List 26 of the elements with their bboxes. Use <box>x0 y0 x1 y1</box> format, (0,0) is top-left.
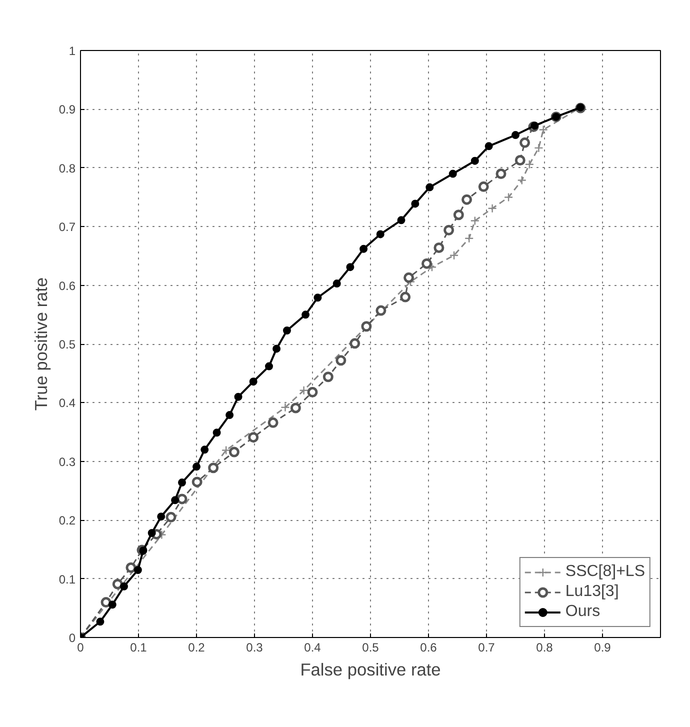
y-tick-label: 0.6 <box>58 278 76 293</box>
x-tick-label: 0.6 <box>420 640 438 654</box>
x-tick-label: 0.1 <box>130 640 148 654</box>
x-tick-label: 0.3 <box>246 640 264 654</box>
y-tick-label: 0.7 <box>58 220 76 234</box>
y-tick-label: 0.8 <box>58 161 76 176</box>
y-tick-label: 0.1 <box>58 572 76 586</box>
x-tick-label: 0.7 <box>478 640 496 654</box>
x-tick-label: 0.2 <box>188 640 206 654</box>
legend-label: Lu13[3] <box>565 583 619 601</box>
y-axis-title: True positive rate <box>30 277 51 411</box>
legend-label: Ours <box>565 603 600 621</box>
y-tick-label: 0 <box>68 631 76 645</box>
y-tick-label: 0.9 <box>58 102 76 117</box>
y-tick-label: 0.4 <box>58 396 76 410</box>
y-tick-label: 0.3 <box>58 454 76 469</box>
y-tick-label: 1 <box>68 44 76 58</box>
y-tick-label: 0.5 <box>58 338 76 352</box>
x-tick-label: 0.8 <box>536 640 554 654</box>
x-tick-label: 0.4 <box>304 640 322 654</box>
legend-label: SSC[8]+LS <box>565 563 645 581</box>
y-tick-label: 0.2 <box>58 514 76 528</box>
x-tick-label: 0 <box>77 640 84 654</box>
x-axis-title: False positive rate <box>300 660 441 680</box>
x-tick-label: 0.9 <box>594 640 612 654</box>
x-tick-label: 0.5 <box>362 640 380 654</box>
